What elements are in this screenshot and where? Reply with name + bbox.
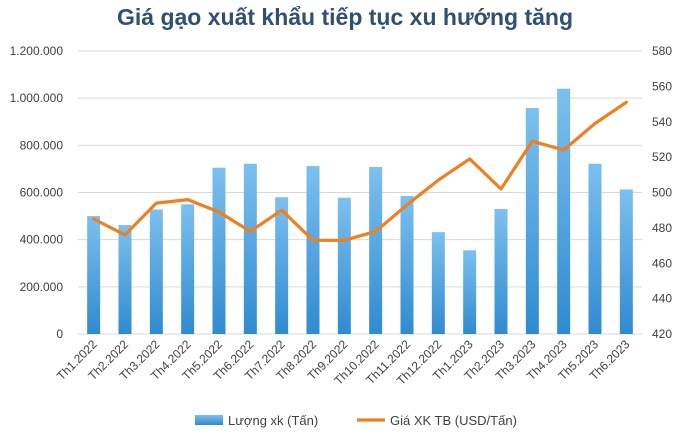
bar [525,108,539,335]
price-line [92,100,628,242]
bar [337,197,351,334]
y-left-tick-label: 1.000.000 [10,91,64,105]
y-right-tick-label: 580 [652,44,672,58]
bar [588,163,602,334]
y-left-tick-label: 400.000 [20,233,64,247]
bar [212,167,226,334]
gridlines [78,50,642,335]
y-right-tick-label: 520 [652,150,672,164]
y-right-tick-label: 560 [652,79,672,93]
bar [306,166,320,334]
y-left-tick-label: 200.000 [20,280,64,294]
bar [557,88,571,334]
bar-series [87,88,633,335]
legend-bar-label: Lượng xk (Tấn) [228,413,318,428]
line-series [92,100,628,242]
bar [149,209,163,334]
bar [369,167,383,334]
y-left-tick-label: 800.000 [20,138,64,152]
bar [87,216,101,334]
y-right-tick-label: 500 [652,186,672,200]
bar [494,209,508,334]
bar [619,189,633,334]
bar [431,232,445,334]
y-right-tick-label: 420 [652,327,672,341]
y-right-tick-label: 480 [652,221,672,235]
y-right-tick-label: 540 [652,115,672,129]
bar [181,204,195,334]
legend-bar-swatch [195,415,223,425]
y-left-tick-label: 0 [56,327,63,341]
y-axis-right: 420 440 460 480 500 520 540 560 580 [652,44,672,341]
bar [118,225,132,334]
y-right-tick-label: 440 [652,292,672,306]
x-axis: Th1.2022Th2.2022Th3.2022Th4.2022Th5.2022… [54,337,633,388]
bar [275,197,289,334]
y-axis-left: 0 200.000 400.000 600.000 800.000 1.000.000 1.… [10,44,64,341]
bar [463,250,477,334]
legend-line-label: Giá XK TB (USD/Tấn) [390,413,517,428]
bar [243,163,257,334]
chart-title: Giá gạo xuất khẩu tiếp tục xu hướng tăng [117,4,573,30]
bar [400,196,414,334]
y-left-tick-label: 1.200.000 [10,44,64,58]
legend: Lượng xk (Tấn) Giá XK TB (USD/Tấn) [195,413,517,428]
y-left-tick-label: 600.000 [20,186,64,200]
y-right-tick-label: 460 [652,256,672,270]
